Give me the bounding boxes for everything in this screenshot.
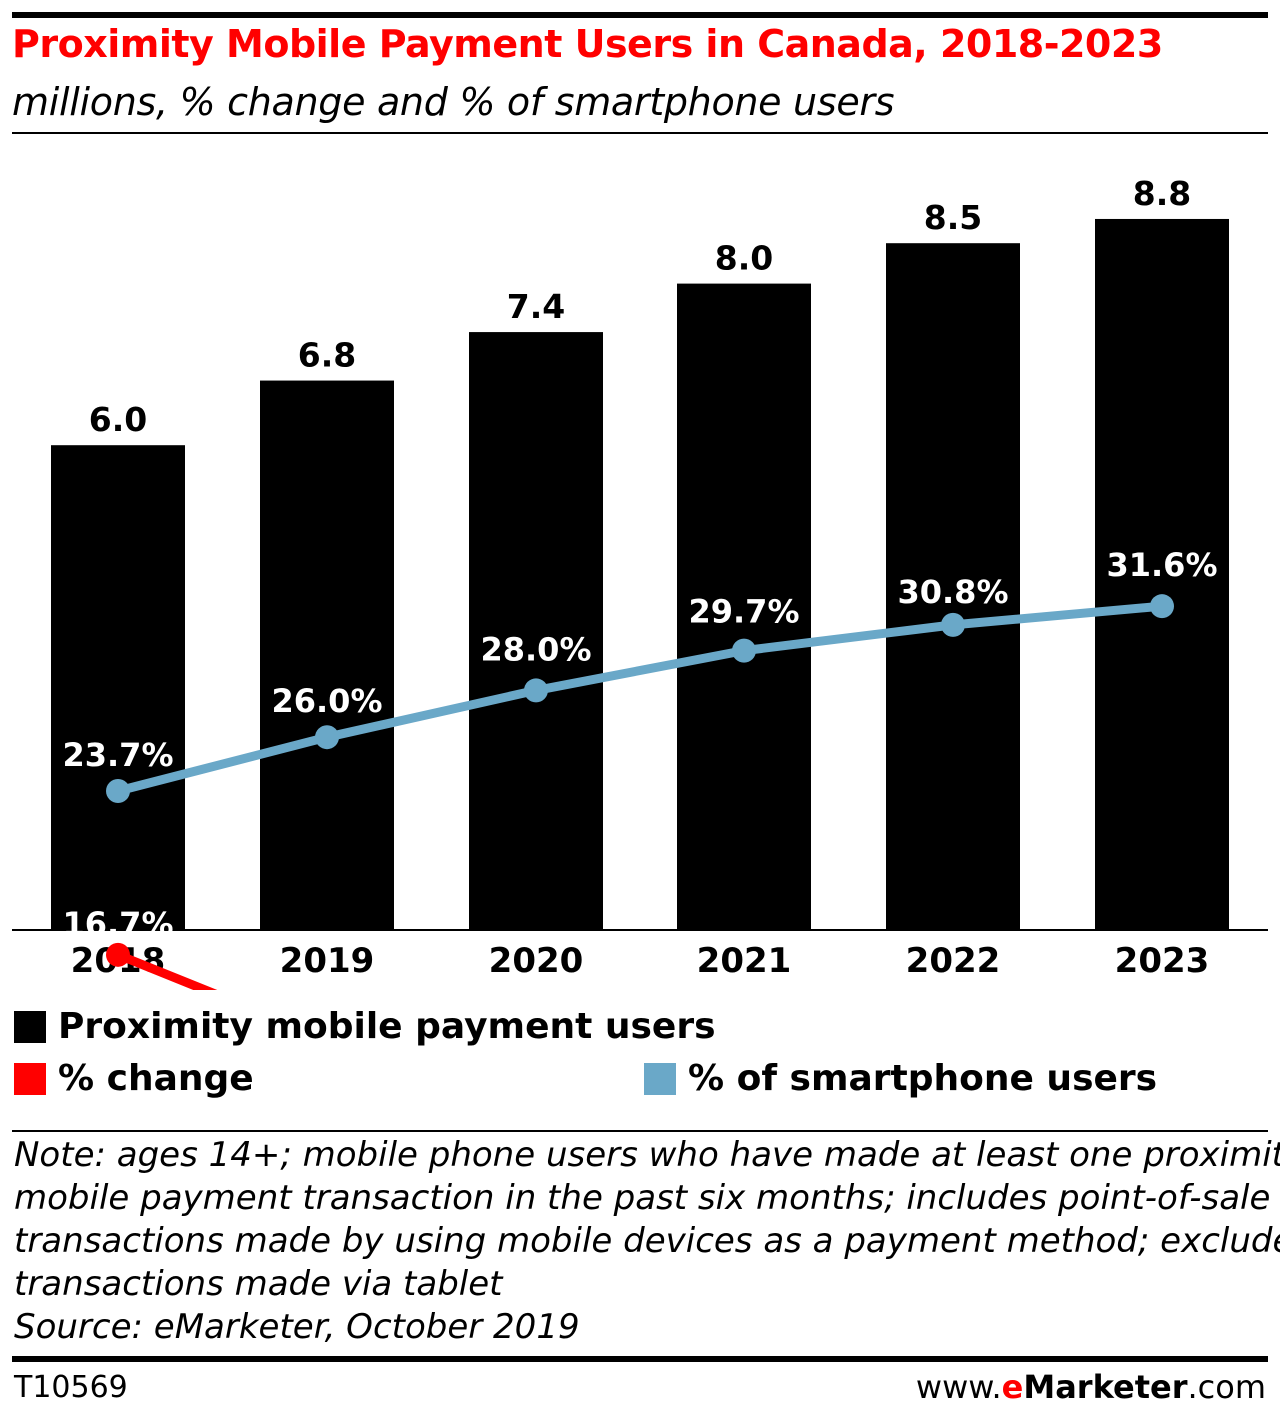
legend-label-change: % change <box>58 1058 254 1099</box>
chart-subtitle: millions, % change and % of smartphone u… <box>12 80 895 124</box>
brand-suffix: .com <box>1187 1368 1266 1406</box>
bar-value-label-2023: 8.8 <box>1133 174 1191 213</box>
smartphone-point-2020 <box>524 678 548 703</box>
x-tick-label-2023: 2023 <box>1115 941 1210 981</box>
bar-2019 <box>260 380 394 930</box>
smartphone-point-2023 <box>1150 594 1174 619</box>
smartphone-line <box>113 601 1167 796</box>
legend-label-smartphone: % of smartphone users <box>688 1058 1158 1099</box>
note-line: mobile payment transaction in the past s… <box>14 1178 1271 1218</box>
legend-users: Proximity mobile payment users <box>14 1006 716 1047</box>
combo-chart: 6.06.87.48.08.58.82018201920202021202220… <box>12 174 1268 990</box>
smartphone-point-2018 <box>106 779 130 804</box>
chart-note: Note: ages 14+; mobile phone users who h… <box>14 1134 1280 1349</box>
smartphone-label-2018: 23.7% <box>62 736 173 774</box>
change-label-2019: 13.1% <box>271 978 382 990</box>
bar-value-label-2022: 8.5 <box>924 198 982 237</box>
title-divider <box>12 132 1268 134</box>
bar-2022 <box>886 243 1020 930</box>
smartphone-point-2021 <box>732 638 756 663</box>
brand-url: www.eMarketer.com <box>916 1368 1266 1406</box>
legend-label-users: Proximity mobile payment users <box>58 1006 716 1047</box>
bar-value-label-2021: 8.0 <box>715 239 773 278</box>
note-divider <box>12 1130 1268 1132</box>
top-rule <box>12 12 1268 18</box>
change-point-2018 <box>106 942 130 967</box>
bar-2021 <box>677 283 811 931</box>
legend-smartphone: % of smartphone users <box>644 1058 1157 1099</box>
bar-value-label-2020: 7.4 <box>507 287 565 326</box>
bar-value-label-2018: 6.0 <box>89 400 147 439</box>
bottom-rule <box>12 1356 1268 1362</box>
bar-2023 <box>1095 218 1229 931</box>
bar-value-label-2019: 6.8 <box>298 336 356 375</box>
change-label-2018: 16.7% <box>62 905 173 943</box>
brand-e: e <box>1001 1368 1024 1406</box>
source-line: Source: eMarketer, October 2019 <box>14 1307 580 1347</box>
x-tick-label-2021: 2021 <box>697 941 792 981</box>
bar-2018 <box>51 445 185 930</box>
legend-swatch-change <box>14 1062 46 1095</box>
chart-id: T10569 <box>14 1370 128 1405</box>
legend-swatch-smartphone <box>644 1062 676 1095</box>
x-tick-label-2022: 2022 <box>906 941 1001 981</box>
note-line: Note: ages 14+; mobile phone users who h… <box>14 1135 1280 1175</box>
x-tick-label-2020: 2020 <box>489 941 584 981</box>
x-tick-label-2019: 2019 <box>280 941 375 981</box>
bar-2020 <box>469 332 603 930</box>
smartphone-label-2019: 26.0% <box>271 682 382 720</box>
smartphone-label-2020: 28.0% <box>480 630 591 668</box>
legend-change: % change <box>14 1058 254 1099</box>
smartphone-label-2022: 30.8% <box>897 573 1008 611</box>
brand-name: Marketer <box>1023 1368 1188 1406</box>
chart-title: Proximity Mobile Payment Users in Canada… <box>12 22 1163 66</box>
smartphone-point-2022 <box>941 612 965 637</box>
brand-prefix: www. <box>915 1368 1002 1406</box>
note-line: transactions made by using mobile device… <box>14 1221 1280 1261</box>
smartphone-label-2021: 29.7% <box>688 593 799 631</box>
legend-swatch-users <box>14 1010 46 1043</box>
note-line: transactions made via tablet <box>14 1264 503 1304</box>
smartphone-point-2019 <box>315 725 339 750</box>
smartphone-label-2023: 31.6% <box>1106 546 1217 584</box>
